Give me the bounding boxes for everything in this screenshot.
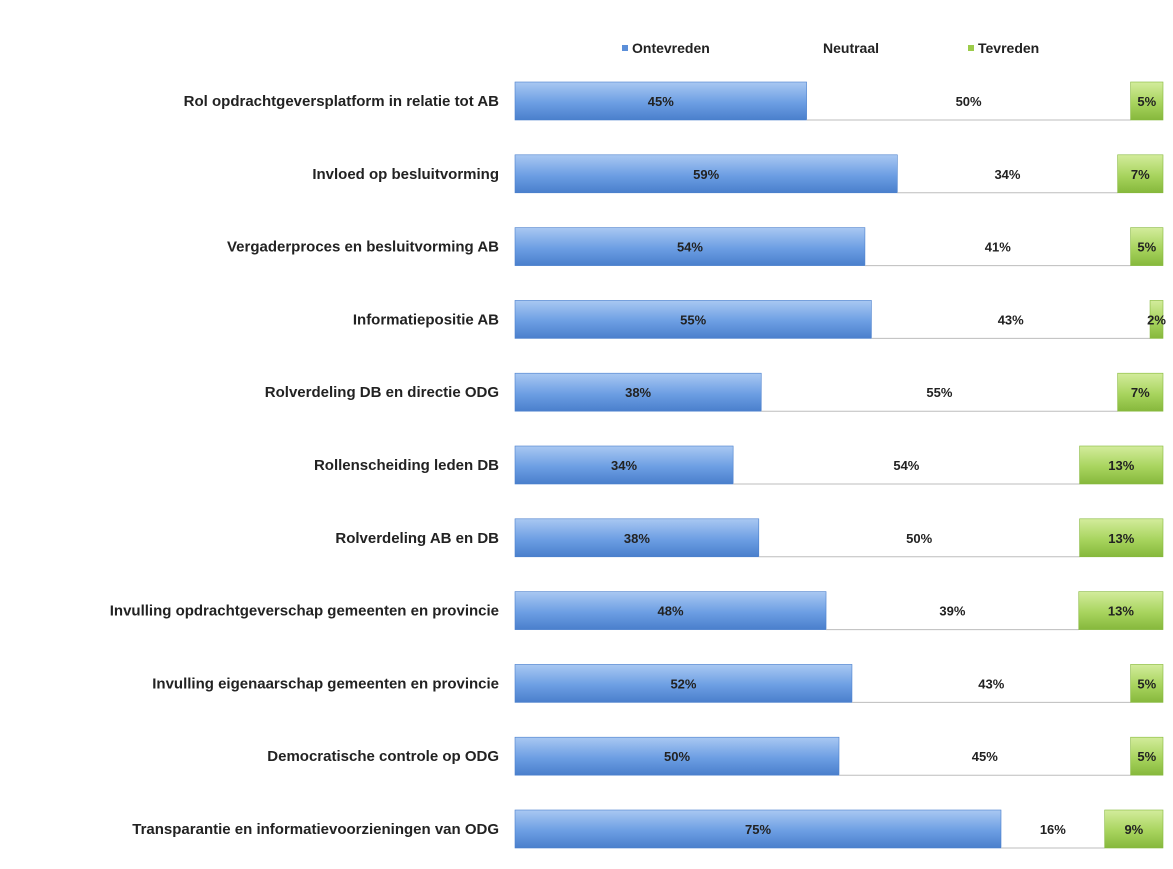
data-label-tevreden: 13% [1108,604,1134,619]
bar-tevreden [1130,81,1164,121]
bar-ontevreden [514,154,898,194]
category-label: Invloed op besluitvorming [312,166,499,183]
data-label-ontevreden: 52% [670,676,696,691]
data-label-neutraal: 43% [978,676,1004,691]
data-label-ontevreden: 34% [611,458,637,473]
category-label: Invulling opdrachtgeverschap gemeenten e… [110,603,499,620]
bar-ontevreden [514,736,840,776]
bar-ontevreden [514,445,734,485]
bar-tevreden [1149,300,1164,339]
bar-tevreden [1130,227,1164,266]
data-label-tevreden: 13% [1108,458,1134,473]
bar-ontevreden [514,664,853,703]
data-label-tevreden: 7% [1131,167,1150,182]
bars [514,81,1164,849]
data-label-tevreden: 13% [1108,531,1134,546]
data-label-neutraal: 50% [906,531,932,546]
data-label-neutraal: 39% [939,604,965,619]
bar-tevreden [1079,518,1164,558]
data-label-tevreden: 7% [1131,385,1150,400]
bar-ontevreden [514,227,866,266]
legend: Ontevreden Neutraal Tevreden [622,40,1039,56]
data-label-tevreden: 2% [1147,312,1166,327]
category-label: Rolverdeling DB en directie ODG [265,384,499,401]
data-label-tevreden: 5% [1137,676,1156,691]
category-label: Invulling eigenaarschap gemeenten en pro… [152,675,499,692]
bar-ontevreden [514,591,827,630]
data-label-ontevreden: 48% [658,604,684,619]
data-label-neutraal: 55% [926,385,952,400]
data-label-neutraal: 54% [893,458,919,473]
bar-tevreden [1104,809,1164,849]
data-label-ontevreden: 50% [664,749,690,764]
bar-ontevreden [514,81,807,121]
bar-tevreden [1117,154,1164,194]
category-label: Democratische controle op ODG [267,748,499,765]
category-label: Rol opdrachtgeversplatform in relatie to… [184,93,499,110]
category-labels: Rol opdrachtgeversplatform in relatie to… [110,93,499,838]
data-label-ontevreden: 55% [680,312,706,327]
data-labels: 45% 50% 5% 59% 34% 7% 54% 41% 5% 55% 43% 2% 38% 55% 7%… [611,94,1166,837]
data-label-ontevreden: 54% [677,240,703,255]
bar-tevreden [1130,736,1164,776]
data-label-tevreden: 5% [1137,94,1156,109]
data-label-neutraal: 34% [994,167,1020,182]
data-label-ontevreden: 38% [624,531,650,546]
category-label: Transparantie en informatievoorzieningen… [132,821,499,838]
bar-tevreden [1078,591,1164,630]
data-label-ontevreden: 45% [648,94,674,109]
category-label: Rolverdeling AB en DB [335,530,499,547]
bar-tevreden [1079,445,1164,485]
category-label: Informatiepositie AB [353,311,499,328]
bar-ontevreden [514,372,762,412]
data-label-tevreden: 9% [1124,822,1143,837]
bar-tevreden [1130,664,1164,703]
legend-marker-tevreden [968,45,974,51]
category-label: Vergaderproces en besluitvorming AB [227,239,499,256]
data-label-tevreden: 5% [1137,240,1156,255]
category-label: Rollenscheiding leden DB [314,457,499,474]
data-label-tevreden: 5% [1137,749,1156,764]
data-label-neutraal: 41% [985,240,1011,255]
legend-label-ontevreden: Ontevreden [632,40,710,56]
bar-tevreden [1117,372,1164,412]
data-label-neutraal: 16% [1040,822,1066,837]
legend-marker-ontevreden [622,45,628,51]
legend-label-neutraal: Neutraal [823,40,879,56]
data-label-neutraal: 45% [972,749,998,764]
data-label-neutraal: 43% [998,312,1024,327]
data-label-ontevreden: 59% [693,167,719,182]
legend-label-tevreden: Tevreden [978,40,1039,56]
data-label-ontevreden: 38% [625,385,651,400]
bar-ontevreden [514,300,872,339]
data-label-ontevreden: 75% [745,822,771,837]
bar-ontevreden [514,809,1002,849]
bar-ontevreden [514,518,760,558]
data-label-neutraal: 50% [956,94,982,109]
